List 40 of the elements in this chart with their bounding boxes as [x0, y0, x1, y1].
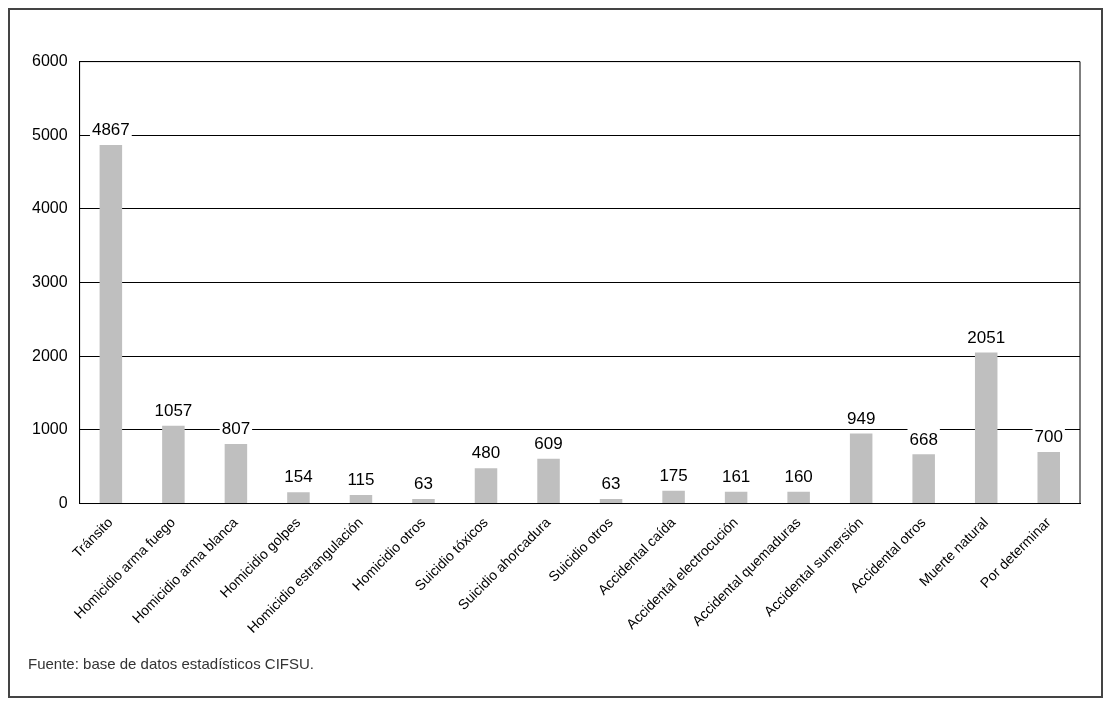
y-tick-label: 5000	[32, 125, 68, 143]
data-label: 63	[414, 474, 433, 494]
data-label: 161	[721, 466, 751, 486]
bar	[162, 425, 185, 504]
y-tick-label: 1000	[32, 420, 68, 438]
data-label: 949	[846, 408, 876, 428]
bar	[287, 492, 310, 504]
data-label: 154	[284, 467, 313, 487]
data-label: 4867	[91, 120, 130, 140]
bar	[349, 495, 373, 504]
data-label: 2051	[967, 327, 1006, 347]
y-tick-label: 2000	[32, 346, 68, 364]
bar	[224, 444, 248, 504]
bar	[1037, 451, 1060, 504]
data-label: 63	[601, 474, 621, 494]
data-label: 115	[347, 470, 375, 490]
bar	[974, 352, 998, 504]
bar	[787, 491, 810, 504]
source-note: Fuente: base de datos estadísticos CIFSU.	[28, 655, 314, 672]
bar	[849, 433, 873, 504]
y-tick-label: 3000	[32, 272, 68, 290]
y-tick-label: 4000	[32, 199, 68, 217]
bar	[99, 145, 123, 504]
bar	[537, 458, 560, 504]
y-tick-label: 0	[58, 493, 68, 511]
bar	[474, 468, 498, 504]
bar	[599, 498, 623, 504]
data-label: 160	[784, 466, 813, 486]
data-label: 480	[471, 443, 501, 463]
data-label: 1057	[154, 400, 193, 420]
data-label: 807	[221, 419, 251, 439]
bar	[412, 498, 435, 504]
bar	[724, 491, 748, 504]
y-tick-label: 6000	[32, 52, 68, 70]
data-label: 175	[659, 465, 688, 485]
bar	[912, 454, 935, 504]
data-label: 609	[534, 433, 563, 453]
data-label: 700	[1034, 427, 1063, 447]
bar	[662, 490, 685, 504]
data-label: 668	[909, 429, 938, 449]
